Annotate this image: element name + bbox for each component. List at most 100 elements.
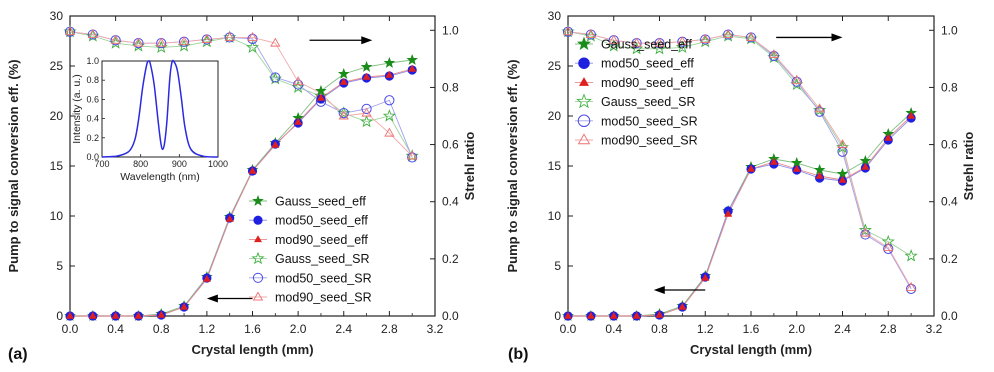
data-point-mod90_seed_eff [362,72,371,80]
inset-frame [101,60,219,158]
y-tick-label: 30 [548,9,562,23]
data-point-Gauss_seed_SR [835,140,850,153]
y-tick-label: 20 [50,109,64,123]
data-point-Gauss_seed_SR [630,41,644,55]
legend-label: mod90_seed_eff [275,233,368,247]
y2-tick-label: 1.0 [442,23,459,37]
x-tick-label: 0.0 [560,322,577,336]
data-point-mod90_seed_SR [407,150,418,160]
arrow-left-head [206,294,218,303]
y2-tick-label: 0.4 [442,195,459,209]
data-point-mod50_seed_SR [407,152,418,163]
y2-tick-label: 0.0 [442,309,459,323]
data-point-mod90_seed_SR [814,103,825,113]
data-point-mod90_seed_eff [385,70,394,78]
series-line-mod90_seed_SR [69,31,413,157]
data-point-Gauss_seed_SR [721,29,735,42]
legend-marker-mod50_seed_eff [253,215,263,225]
inset-x-tick-label: 900 [172,159,187,169]
legend-marker-mod90_seed_SR [577,133,591,145]
data-point-mod90_seed_SR [905,281,917,291]
data-point-mod90_seed_SR [224,31,235,41]
y-tick-label: 15 [50,159,64,173]
data-point-mod90_seed_SR [791,74,802,84]
data-point-mod90_seed_SR [384,127,395,137]
panel-b: 0.0 0.4 0.8 1.2 1.6 2.0 2.4 2.8 3.2 0 5 10 15 20 25 30 0… [505,9,976,363]
y-tick-label: 25 [50,59,64,73]
data-point-Gauss_seed_SR [675,40,689,54]
inset-y-tick-label: 0.2 [86,133,99,143]
legend-marker-Gauss_seed_SR [251,251,265,265]
x-tick-label: 3.2 [427,322,444,336]
x-axis-label: Crystal length (mm) [191,342,313,357]
data-point-mod90_seed_SR [562,26,574,36]
y-tick-label: 10 [548,209,562,223]
legend-marker-Gauss_seed_eff [577,36,591,50]
x-axis-label: Crystal length (mm) [690,342,812,357]
y2-tick-label: 1.0 [941,23,958,37]
data-point-Gauss_seed_SR [109,36,123,49]
data-point-mod90_seed_eff [724,209,733,217]
data-point-Gauss_seed_eff [360,60,373,72]
legend-label: mod90_seed_eff [601,76,694,90]
y2-tick-label: 0.2 [941,252,958,266]
legend-label: mod90_seed_SR [601,134,698,148]
inset-y-tick-label: 1.0 [86,56,99,66]
data-point-mod90_seed_eff [66,311,74,319]
data-point-mod90_seed_SR [178,36,190,46]
y2-tick-label: 0.4 [941,195,958,209]
series-mod90_seed_eff [564,111,916,319]
legend-marker-Gauss_seed_SR [576,93,592,109]
x-tick-label: 2.0 [290,322,307,336]
legend-marker-mod90_seed_eff [579,77,589,86]
data-point-mod90_seed_eff [747,164,755,172]
y2-tick-label: 0.0 [941,309,958,323]
data-point-mod90_seed_eff [884,133,893,141]
y-tick-label: 0 [554,309,561,323]
x-tick-label: 2.8 [880,322,897,336]
data-point-Gauss_seed_eff [337,67,350,79]
y2-axis-label: Strehl ratio [961,132,976,201]
y-tick-label: 0 [56,309,63,323]
inset-y-tick-label: 0.4 [86,114,99,124]
legend: Gauss_seed_eff mod50_seed_eff mod90_seed_e… [249,195,372,305]
data-point-Gauss_seed_SR [607,39,621,52]
legend-label: mod50_seed_eff [275,214,368,228]
x-tick-label: 0.8 [153,322,170,336]
series-line-mod90_seed_SR [567,31,912,288]
data-point-Gauss_seed_SR [291,80,305,94]
inset-spectrum-line [101,59,219,158]
data-point-mod90_seed_SR [338,110,349,120]
data-point-mod90_seed_SR [156,37,167,47]
y-axis-label: Pump to signal conversion eff. (%) [505,59,520,272]
data-point-mod90_seed_eff [838,175,847,183]
data-point-Gauss_seed_SR [813,103,827,116]
data-point-mod90_seed_SR [768,49,780,59]
data-point-mod90_seed_eff [134,311,143,319]
data-point-Gauss_seed_SR [405,149,419,162]
data-point-mod50_seed_SR [768,50,779,62]
legend-marker-mod50_seed_SR [577,114,591,128]
legend-marker-mod50_seed_SR [252,272,264,283]
data-point-mod90_seed_SR [745,31,757,41]
data-point-mod90_seed_eff [294,117,303,125]
x-tick-label: 3.2 [926,322,943,336]
data-point-mod90_seed_SR [883,241,894,251]
y2-tick-label: 0.8 [941,80,958,94]
y-tick-label: 15 [548,159,562,173]
legend-label: mod50_seed_eff [601,57,694,71]
data-point-Gauss_seed_eff [383,56,396,68]
y-axis-label: Pump to signal conversion eff. (%) [6,59,21,272]
data-point-mod90_seed_eff [248,166,257,174]
legend-marker-mod90_seed_SR [252,291,264,301]
series-line-mod90_seed_eff [568,115,912,317]
inset-x-axis-label: Wavelength (nm) [120,171,200,183]
data-point-mod90_seed_eff [609,311,618,319]
data-point-mod90_seed_eff [202,274,211,282]
data-point-mod90_seed_eff [157,310,166,318]
data-point-Gauss_seed_SR [904,249,918,262]
data-point-Gauss_seed_SR [268,71,282,85]
data-point-mod50_seed_SR [384,95,395,106]
data-point-mod50_seed_SR [791,76,802,87]
data-point-Gauss_seed_SR [86,29,100,42]
